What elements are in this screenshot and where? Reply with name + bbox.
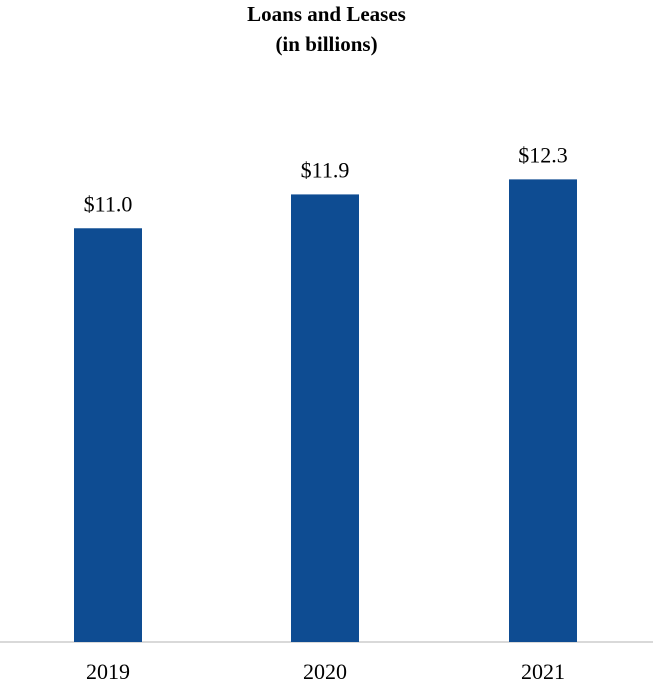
x-tick-label-2019: 2019 xyxy=(86,659,130,684)
data-label-2021: $12.3 xyxy=(518,142,568,167)
x-tick-label-2021: 2021 xyxy=(521,659,565,684)
bar-2021 xyxy=(509,179,577,642)
data-label-2019: $11.0 xyxy=(84,191,133,216)
x-tick-label-2020: 2020 xyxy=(303,659,347,684)
bar-2019 xyxy=(74,228,142,642)
data-label-2020: $11.9 xyxy=(301,157,350,182)
bar-2020 xyxy=(291,194,359,642)
chart-subtitle: (in billions) xyxy=(275,32,378,56)
chart-title: Loans and Leases xyxy=(247,2,406,26)
